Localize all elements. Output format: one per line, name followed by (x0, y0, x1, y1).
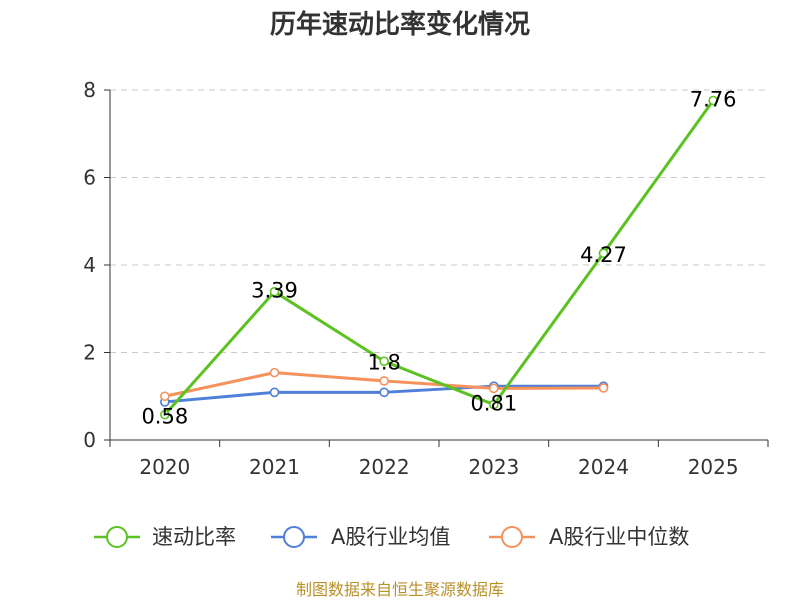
data-point (160, 391, 170, 402)
data-label: 0.81 (470, 392, 517, 416)
data-point (379, 376, 389, 386)
y-tick-label: 4 (83, 253, 96, 277)
y-tick-label: 0 (83, 428, 96, 452)
legend-item[interactable]: A股行业均值 (271, 525, 450, 549)
data-point (269, 367, 280, 378)
gridlines (110, 89, 768, 353)
legend-item[interactable]: A股行业中位数 (489, 525, 689, 549)
y-tick-label: 2 (83, 341, 96, 365)
data-point (160, 409, 170, 420)
data-label: 7.76 (690, 88, 737, 112)
legend-marker (283, 526, 305, 548)
x-tick-label: 2024 (578, 455, 629, 479)
y-tick-label: 8 (83, 78, 96, 102)
series-group (160, 95, 718, 420)
chart-title: 历年速动比率变化情况 (270, 9, 530, 40)
series-line (163, 99, 715, 416)
data-point (489, 399, 499, 410)
x-tick-label: 2025 (688, 455, 739, 479)
data-point (269, 286, 280, 297)
x-axis-tick-labels: 2020 2021 2022 2023 2024 2025 (139, 455, 738, 479)
data-labels: 0.58 3.39 1.8 0.81 4.27 7.76 (141, 88, 736, 429)
x-tick-label: 2021 (249, 455, 300, 479)
data-point (269, 387, 280, 398)
legend-marker (501, 526, 523, 548)
legend: 速动比率 A股行业均值 A股行业中位数 (94, 525, 689, 549)
y-axis-tick-labels: 0 2 4 6 8 (83, 78, 96, 452)
legend-label: 速动比率 (152, 525, 236, 549)
data-label: 4.27 (580, 243, 627, 267)
data-point (598, 248, 609, 258)
legend-marker (106, 526, 128, 548)
legend-item[interactable]: 速动比率 (94, 525, 236, 549)
legend-label: A股行业均值 (331, 525, 450, 549)
x-tick-label: 2023 (468, 455, 519, 479)
data-point (489, 383, 499, 394)
source-note: 制图数据来自恒生聚源数据库 (296, 580, 504, 599)
y-tick-label: 6 (83, 166, 96, 190)
x-tick-label: 2020 (139, 455, 190, 479)
x-tick-label: 2022 (359, 455, 410, 479)
data-point (379, 387, 389, 398)
data-point (379, 356, 389, 367)
data-label: 1.8 (367, 350, 400, 374)
data-point (708, 95, 718, 106)
data-point (598, 383, 609, 393)
data-label: 0.58 (141, 405, 188, 429)
data-label: 3.39 (251, 279, 298, 303)
legend-label: A股行业中位数 (549, 525, 689, 549)
axes (104, 89, 769, 447)
